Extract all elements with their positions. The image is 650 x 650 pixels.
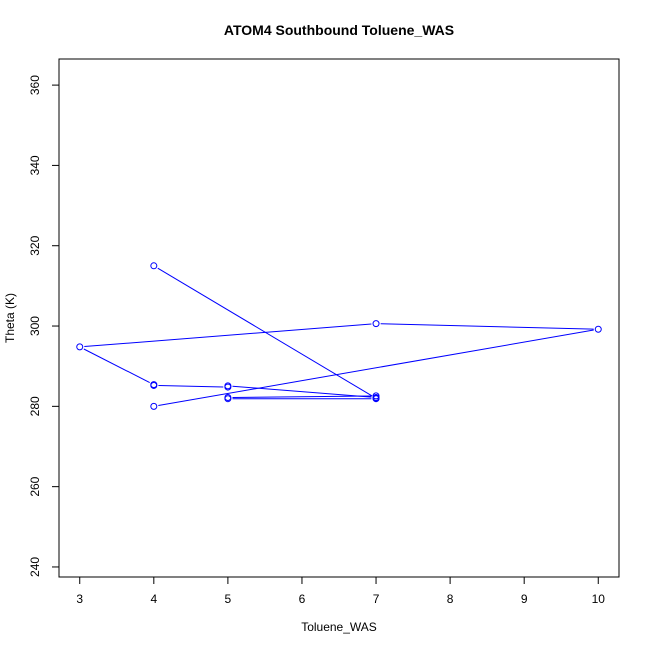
data-point bbox=[594, 325, 602, 333]
x-tick-label: 3 bbox=[76, 592, 83, 606]
y-tick-label: 360 bbox=[28, 75, 42, 95]
series-line-segment bbox=[380, 323, 594, 330]
series-line-segment bbox=[232, 385, 372, 398]
x-tick-label: 5 bbox=[225, 592, 232, 606]
data-point bbox=[150, 402, 158, 410]
data-point bbox=[224, 383, 232, 391]
data-point bbox=[224, 395, 232, 403]
data-point bbox=[76, 343, 84, 351]
y-tick-label: 240 bbox=[28, 557, 42, 577]
y-axis-label: Theta (K) bbox=[3, 293, 17, 343]
data-point bbox=[372, 394, 380, 402]
x-axis-label: Toluene_WAS bbox=[301, 620, 377, 634]
x-tick-label: 10 bbox=[592, 592, 606, 606]
series-line-segment bbox=[232, 395, 372, 398]
series-line-segment bbox=[83, 348, 150, 384]
data-point bbox=[150, 262, 158, 270]
x-tick-label: 6 bbox=[299, 592, 306, 606]
x-tick-label: 9 bbox=[521, 592, 528, 606]
x-tick-label: 8 bbox=[447, 592, 454, 606]
x-tick-label: 4 bbox=[150, 592, 157, 606]
data-point bbox=[372, 320, 380, 328]
x-axis: 3 4 5 6 7 8 9 10 bbox=[76, 577, 605, 606]
series-line-segment bbox=[158, 385, 224, 388]
y-tick-label: 320 bbox=[28, 235, 42, 255]
series-line-segment bbox=[84, 323, 372, 348]
data-point bbox=[150, 381, 158, 389]
x-tick-label: 7 bbox=[373, 592, 380, 606]
series-line-segment bbox=[158, 329, 594, 407]
y-tick-label: 340 bbox=[28, 155, 42, 175]
plot-frame bbox=[58, 58, 620, 578]
chart-title: ATOM4 Southbound Toluene_WAS bbox=[224, 22, 454, 38]
y-tick-label: 300 bbox=[28, 316, 42, 336]
y-tick-label: 280 bbox=[28, 396, 42, 416]
series-layer bbox=[76, 262, 602, 410]
y-axis: 240 260 280 300 320 340 360 bbox=[28, 75, 59, 577]
y-tick-label: 260 bbox=[28, 476, 42, 496]
